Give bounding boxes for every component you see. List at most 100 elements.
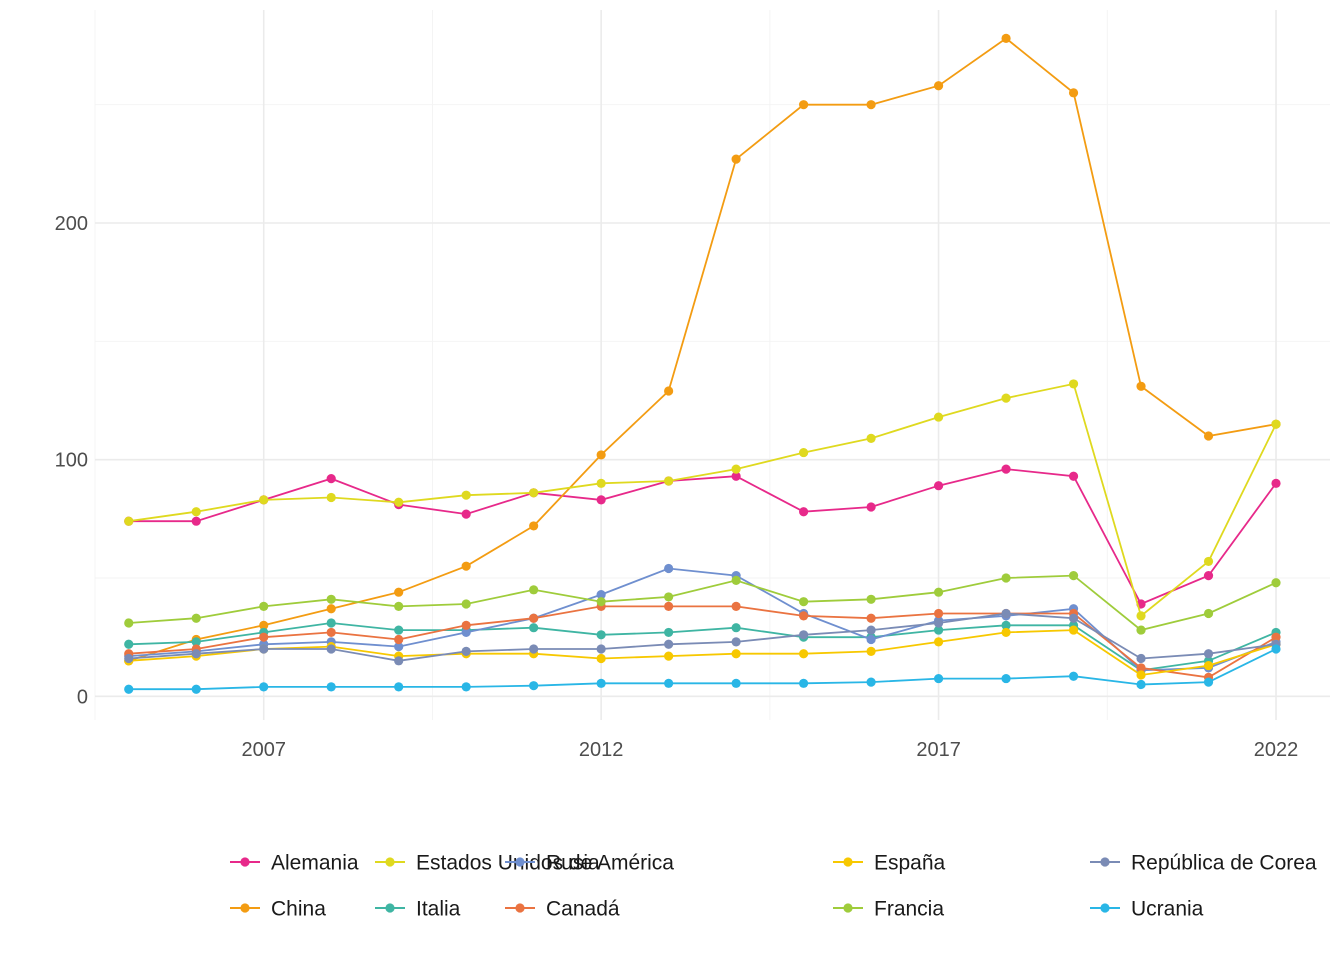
data-point bbox=[664, 639, 674, 649]
legend-item: España bbox=[833, 852, 946, 875]
legend-key-point bbox=[1100, 903, 1110, 913]
data-point bbox=[1136, 653, 1146, 664]
data-point bbox=[124, 684, 134, 694]
data-point bbox=[933, 625, 944, 635]
data-point bbox=[1136, 381, 1146, 391]
series-line bbox=[128, 612, 1277, 662]
data-point bbox=[799, 611, 809, 621]
data-point bbox=[933, 412, 944, 422]
data-point bbox=[596, 450, 606, 460]
legend-label: España bbox=[874, 852, 946, 875]
data-point bbox=[664, 627, 674, 638]
data-point bbox=[461, 646, 471, 656]
x-tick-label: 2022 bbox=[1254, 739, 1299, 761]
data-point bbox=[191, 516, 201, 526]
data-point bbox=[596, 653, 606, 664]
legend-item: República de Corea bbox=[1090, 852, 1317, 875]
data-point bbox=[1271, 578, 1281, 588]
data-point bbox=[394, 625, 404, 635]
data-point bbox=[461, 509, 471, 519]
data-point bbox=[866, 594, 876, 604]
grid-layer bbox=[94, 10, 1330, 720]
data-point bbox=[529, 585, 539, 595]
legend-item: Rusia bbox=[505, 852, 600, 875]
data-point bbox=[529, 623, 539, 633]
data-point bbox=[461, 682, 471, 692]
data-point bbox=[191, 684, 201, 694]
x-tick-label: 2007 bbox=[241, 739, 286, 761]
data-point bbox=[664, 651, 674, 661]
x-tick-label: 2017 bbox=[916, 739, 961, 761]
data-point bbox=[1203, 649, 1214, 659]
data-point bbox=[596, 589, 606, 600]
data-point bbox=[326, 618, 336, 628]
legend-key-point bbox=[385, 857, 395, 867]
legend-label: Italia bbox=[416, 898, 461, 921]
data-point bbox=[259, 601, 269, 612]
data-point bbox=[394, 642, 404, 652]
data-point bbox=[799, 507, 809, 517]
data-point bbox=[1203, 556, 1214, 567]
series-line bbox=[128, 648, 1277, 691]
data-point bbox=[866, 433, 876, 443]
data-point bbox=[933, 618, 944, 628]
data-point bbox=[1001, 673, 1011, 684]
data-point bbox=[191, 507, 201, 517]
data-point bbox=[1001, 393, 1011, 403]
data-point bbox=[1136, 663, 1146, 673]
data-point bbox=[1271, 419, 1281, 429]
data-point bbox=[933, 81, 944, 91]
data-point bbox=[529, 613, 539, 623]
series-line bbox=[128, 622, 1277, 672]
data-point bbox=[1136, 670, 1146, 680]
series-line bbox=[128, 574, 1277, 632]
data-point bbox=[1001, 573, 1011, 583]
data-point bbox=[731, 464, 741, 474]
data-point bbox=[1068, 625, 1079, 635]
series-2 bbox=[124, 379, 1281, 621]
data-point bbox=[1068, 613, 1079, 623]
legend-item: China bbox=[230, 898, 326, 921]
data-point bbox=[933, 673, 944, 684]
data-point bbox=[596, 597, 606, 607]
data-point bbox=[731, 154, 741, 164]
data-point bbox=[1271, 632, 1281, 642]
legend-key-point bbox=[843, 903, 853, 913]
data-point bbox=[866, 502, 876, 512]
data-point bbox=[259, 644, 269, 654]
data-point bbox=[1203, 677, 1214, 687]
legend-key-point bbox=[240, 903, 250, 913]
series-line bbox=[128, 382, 1277, 618]
data-point bbox=[461, 620, 471, 630]
data-point bbox=[731, 678, 741, 688]
data-point bbox=[1271, 478, 1281, 488]
data-point bbox=[394, 601, 404, 612]
data-point bbox=[1136, 625, 1146, 635]
data-point bbox=[866, 100, 876, 110]
series-0 bbox=[124, 464, 1281, 609]
data-point bbox=[1001, 608, 1011, 619]
legend-item: Francia bbox=[833, 898, 944, 921]
legend-label: Canadá bbox=[546, 898, 620, 921]
data-point bbox=[731, 471, 741, 481]
data-point bbox=[1001, 464, 1011, 474]
data-point bbox=[1001, 620, 1011, 630]
data-point bbox=[191, 613, 201, 623]
data-point bbox=[664, 563, 674, 574]
data-point bbox=[866, 613, 876, 623]
data-point bbox=[1068, 379, 1079, 389]
data-point bbox=[664, 601, 674, 612]
data-point bbox=[866, 634, 876, 645]
data-point bbox=[529, 521, 539, 531]
data-point bbox=[1068, 571, 1079, 581]
data-point bbox=[259, 682, 269, 692]
data-point bbox=[933, 608, 944, 619]
data-point bbox=[1136, 611, 1146, 621]
data-point bbox=[191, 637, 201, 647]
series-line bbox=[128, 468, 1277, 606]
data-point bbox=[799, 678, 809, 688]
legend-item: Italia bbox=[375, 898, 461, 921]
data-point bbox=[394, 587, 404, 597]
